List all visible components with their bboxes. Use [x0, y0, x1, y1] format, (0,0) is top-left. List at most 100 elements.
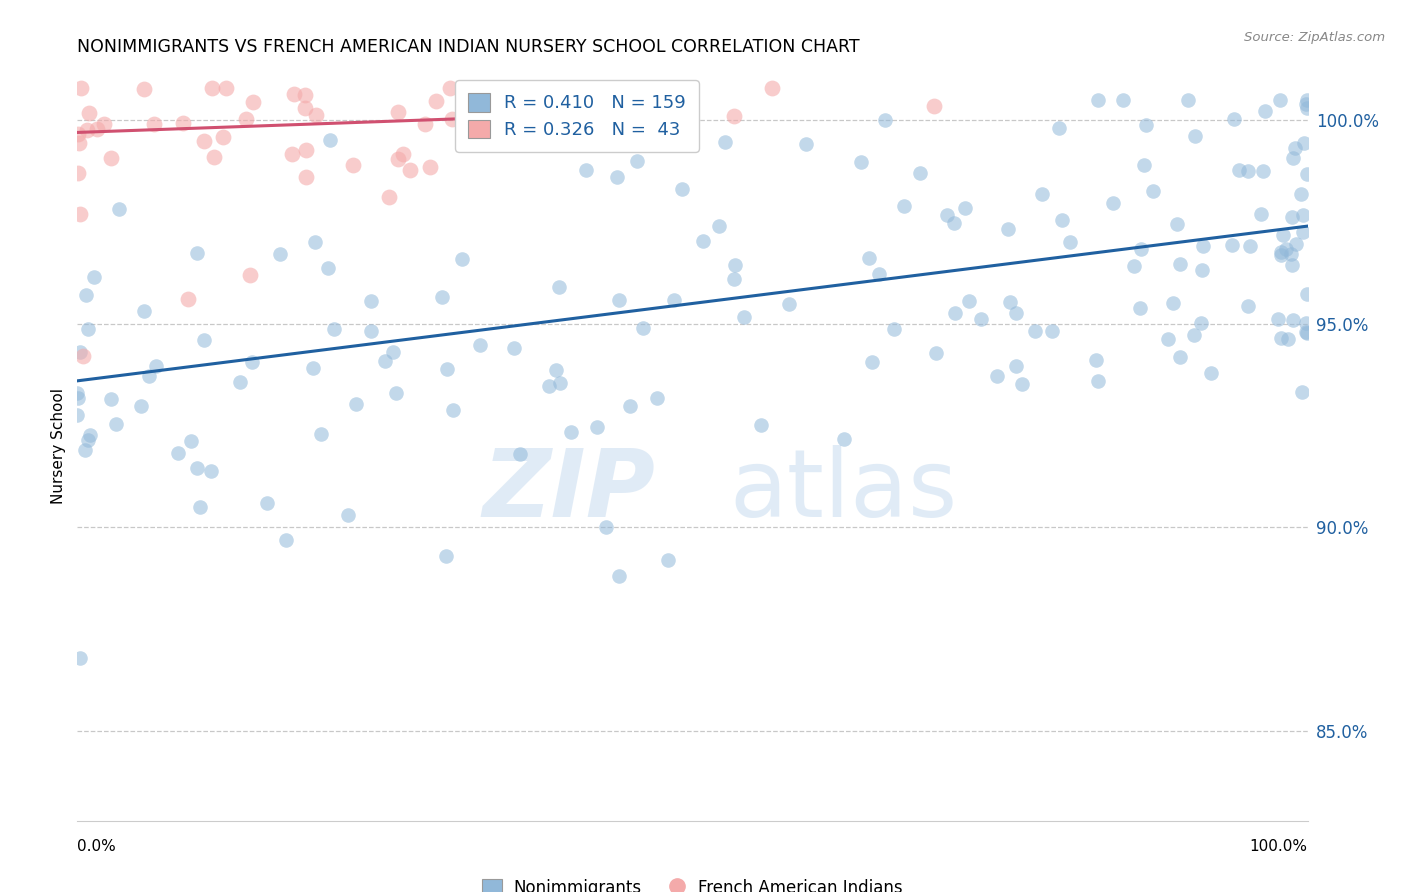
- Point: [957, 294, 980, 309]
- Point: [281, 147, 304, 161]
- Point: [145, 359, 167, 374]
- Point: [374, 354, 396, 368]
- Point: [319, 133, 342, 147]
- Point: [1270, 245, 1292, 260]
- Point: [1050, 213, 1073, 227]
- Point: [908, 166, 931, 180]
- Point: [560, 425, 582, 439]
- Point: [1024, 324, 1046, 338]
- Point: [1129, 301, 1152, 316]
- Point: [860, 355, 883, 369]
- Point: [997, 222, 1019, 236]
- Point: [749, 418, 772, 433]
- Point: [77, 434, 100, 448]
- Point: [399, 163, 422, 178]
- Point: [1112, 93, 1135, 107]
- Point: [1275, 242, 1298, 256]
- Point: [619, 400, 641, 414]
- Text: atlas: atlas: [730, 445, 957, 537]
- Point: [1250, 207, 1272, 221]
- Point: [548, 280, 571, 294]
- Point: [1182, 328, 1205, 343]
- Point: [72, 350, 94, 364]
- Point: [943, 216, 966, 230]
- Text: 100.0%: 100.0%: [1250, 839, 1308, 855]
- Point: [1295, 97, 1317, 112]
- Point: [955, 201, 977, 215]
- Point: [436, 362, 458, 376]
- Point: [378, 190, 401, 204]
- Point: [75, 442, 97, 457]
- Point: [470, 93, 492, 107]
- Point: [1102, 195, 1125, 210]
- Point: [1296, 101, 1319, 115]
- Point: [572, 133, 595, 147]
- Point: [924, 99, 946, 113]
- Point: [1129, 242, 1152, 256]
- Point: [1087, 375, 1109, 389]
- Point: [1267, 312, 1289, 326]
- Point: [129, 399, 152, 413]
- Point: [200, 80, 222, 95]
- Point: [193, 134, 215, 148]
- Point: [202, 150, 225, 164]
- Point: [107, 202, 129, 217]
- Point: [1085, 353, 1108, 368]
- Point: [595, 520, 617, 534]
- Point: [387, 104, 409, 119]
- Point: [100, 392, 122, 406]
- Point: [186, 460, 208, 475]
- Point: [633, 321, 655, 335]
- Point: [425, 95, 447, 109]
- Point: [193, 333, 215, 347]
- Point: [67, 166, 90, 180]
- Point: [1292, 136, 1315, 150]
- Point: [1199, 366, 1222, 380]
- Point: [200, 464, 222, 478]
- Point: [1279, 247, 1302, 261]
- Point: [69, 206, 91, 220]
- Point: [1166, 218, 1188, 232]
- Point: [1168, 257, 1191, 271]
- Point: [167, 446, 190, 460]
- Point: [1281, 211, 1303, 225]
- Point: [441, 112, 464, 126]
- Point: [1220, 238, 1243, 252]
- Point: [1292, 225, 1315, 239]
- Point: [66, 408, 89, 422]
- Point: [1281, 151, 1303, 165]
- Point: [858, 251, 880, 265]
- Point: [986, 368, 1008, 383]
- Point: [943, 306, 966, 320]
- Point: [240, 355, 263, 369]
- Point: [79, 428, 101, 442]
- Point: [269, 246, 291, 260]
- Point: [1189, 316, 1212, 330]
- Point: [1251, 164, 1274, 178]
- Point: [761, 80, 783, 95]
- Point: [1272, 228, 1295, 243]
- Point: [1011, 377, 1033, 392]
- Point: [1284, 237, 1306, 252]
- Point: [138, 368, 160, 383]
- Point: [432, 290, 454, 304]
- Point: [276, 533, 298, 547]
- Point: [75, 287, 97, 301]
- Point: [1123, 259, 1146, 273]
- Point: [419, 160, 441, 174]
- Point: [186, 246, 208, 260]
- Point: [494, 92, 516, 106]
- Point: [873, 113, 896, 128]
- Point: [1192, 238, 1215, 252]
- Point: [77, 322, 100, 336]
- Point: [69, 345, 91, 359]
- Text: Source: ZipAtlas.com: Source: ZipAtlas.com: [1244, 31, 1385, 45]
- Point: [344, 397, 367, 411]
- Point: [295, 170, 318, 185]
- Point: [242, 95, 264, 109]
- Point: [509, 447, 531, 461]
- Point: [1254, 104, 1277, 119]
- Point: [283, 87, 305, 101]
- Point: [468, 338, 491, 352]
- Point: [295, 143, 318, 157]
